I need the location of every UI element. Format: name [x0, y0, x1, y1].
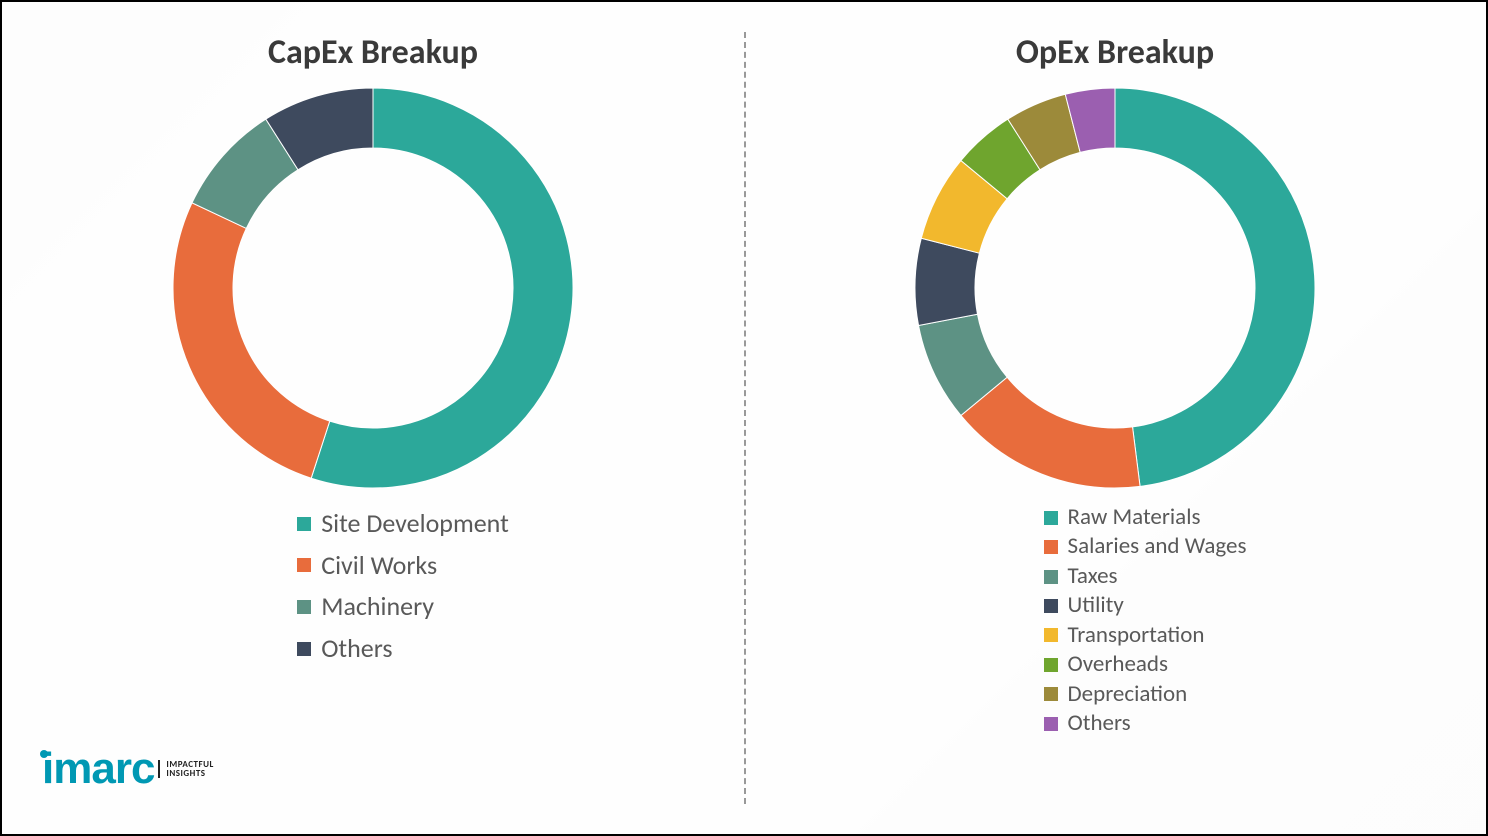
legend-swatch-icon	[1044, 511, 1058, 525]
brand-logo: imarc IMPACTFUL INSIGHTS	[42, 744, 214, 794]
legend-item: Others	[297, 628, 509, 670]
legend-item: Transportation	[1044, 621, 1247, 650]
brand-dot-icon	[40, 750, 48, 758]
legend-label: Transportation	[1068, 621, 1205, 650]
capex-legend: Site DevelopmentCivil WorksMachineryOthe…	[237, 503, 509, 669]
legend-swatch-icon	[1044, 599, 1058, 613]
legend-item: Site Development	[297, 503, 509, 545]
brand-tagline: IMPACTFUL INSIGHTS	[158, 760, 213, 779]
panel-divider	[744, 32, 746, 804]
capex-panel: CapEx Breakup Site DevelopmentCivil Work…	[2, 2, 744, 834]
legend-swatch-icon	[297, 517, 311, 531]
legend-label: Depreciation	[1068, 680, 1188, 709]
opex-donut	[910, 83, 1320, 493]
legend-swatch-icon	[1044, 687, 1058, 701]
brand-tagline-line2: INSIGHTS	[166, 768, 205, 779]
chart-frame: CapEx Breakup Site DevelopmentCivil Work…	[0, 0, 1488, 836]
legend-swatch-icon	[1044, 540, 1058, 554]
opex-legend: Raw MaterialsSalaries and WagesTaxesUtil…	[984, 503, 1247, 739]
opex-panel: OpEx Breakup Raw MaterialsSalaries and W…	[744, 2, 1486, 834]
opex-title: OpEx Breakup	[1016, 32, 1214, 73]
donut-slice	[915, 238, 979, 325]
legend-label: Utility	[1068, 591, 1124, 620]
legend-item: Overheads	[1044, 650, 1247, 679]
legend-label: Machinery	[321, 586, 434, 628]
legend-label: Site Development	[321, 503, 509, 545]
legend-swatch-icon	[297, 558, 311, 572]
legend-swatch-icon	[1044, 628, 1058, 642]
legend-item: Machinery	[297, 586, 509, 628]
legend-item: Utility	[1044, 591, 1247, 620]
legend-item: Taxes	[1044, 562, 1247, 591]
legend-label: Civil Works	[321, 545, 437, 587]
donut-slice	[173, 203, 330, 478]
capex-title: CapEx Breakup	[268, 32, 478, 73]
legend-label: Raw Materials	[1068, 503, 1201, 532]
legend-item: Others	[1044, 709, 1247, 738]
donut-slice	[1115, 88, 1315, 486]
legend-item: Salaries and Wages	[1044, 532, 1247, 561]
legend-label: Salaries and Wages	[1068, 532, 1247, 561]
legend-swatch-icon	[1044, 658, 1058, 672]
legend-swatch-icon	[297, 600, 311, 614]
legend-label: Taxes	[1068, 562, 1118, 591]
legend-label: Others	[1068, 709, 1131, 738]
legend-item: Civil Works	[297, 545, 509, 587]
legend-label: Overheads	[1068, 650, 1168, 679]
legend-swatch-icon	[297, 642, 311, 656]
brand-wordmark: imarc	[42, 744, 154, 793]
legend-swatch-icon	[1044, 717, 1058, 731]
capex-donut	[168, 83, 578, 493]
legend-item: Depreciation	[1044, 680, 1247, 709]
legend-swatch-icon	[1044, 570, 1058, 584]
legend-item: Raw Materials	[1044, 503, 1247, 532]
legend-label: Others	[321, 628, 392, 670]
